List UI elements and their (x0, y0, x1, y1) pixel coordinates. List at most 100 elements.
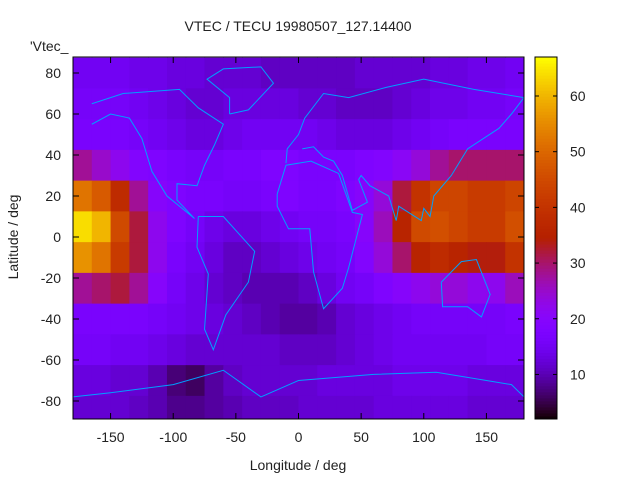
heatmap-cell (373, 149, 393, 182)
heatmap-cell (279, 180, 299, 212)
coastline (206, 66, 275, 115)
heatmap-cell (73, 149, 93, 182)
colorbar-segment (535, 376, 557, 381)
heatmap-cell (373, 88, 393, 120)
heatmap (73, 57, 524, 419)
heatmap-cell (223, 88, 243, 120)
heatmap-cell (317, 242, 337, 274)
heatmap-cell (448, 119, 469, 151)
heatmap-cell (373, 395, 393, 419)
colorbar-segment (535, 129, 557, 133)
x-tick-label: -100 (159, 429, 187, 445)
heatmap-cell (298, 365, 318, 397)
colorbar-segment (535, 331, 557, 336)
colorbar-segment (535, 265, 557, 269)
colorbar-segment (535, 385, 557, 390)
colorbar-segment (535, 84, 557, 88)
heatmap-cell (411, 395, 431, 419)
heatmap-cell (505, 119, 524, 151)
heatmap-cell (129, 180, 149, 212)
heatmap-cell (448, 211, 469, 243)
heatmap-cell (110, 211, 130, 243)
heatmap-cell (430, 149, 450, 182)
colorbar-segment (535, 165, 557, 170)
colorbar-segment (535, 352, 557, 357)
heatmap-cell (185, 119, 206, 151)
heatmap-cell (467, 365, 487, 397)
colorbar-segment (535, 244, 557, 248)
coastline (285, 78, 524, 222)
y-tick-label: -60 (41, 352, 61, 368)
heatmap-cell (73, 180, 93, 212)
heatmap-cell (298, 272, 318, 305)
coastline (196, 216, 256, 352)
heatmap-cell (298, 180, 318, 212)
colorbar-segment (535, 201, 557, 206)
heatmap-cell (336, 272, 356, 305)
heatmap-cell (298, 119, 318, 151)
colorbar-segment (535, 250, 557, 254)
heatmap-cell (467, 242, 487, 274)
chart-title: VTEC / TECU 19980507_127.14400 (184, 18, 411, 34)
colorbar-segment (535, 391, 557, 396)
colorbar-segment (535, 328, 557, 333)
colorbar (535, 57, 557, 420)
colorbar-tick-label: 40 (570, 199, 586, 215)
heatmap-cell (129, 242, 149, 274)
colorbar-segment (535, 87, 557, 91)
heatmap-cell (411, 272, 431, 305)
colorbar-tick-label: 30 (570, 255, 586, 271)
heatmap-cell (505, 242, 524, 274)
heatmap-cell (223, 149, 243, 182)
colorbar-segment (535, 189, 557, 194)
heatmap-cell (486, 149, 506, 182)
heatmap-cell (430, 395, 450, 419)
colorbar-segment (535, 298, 557, 302)
heatmap-cell (260, 57, 281, 89)
coastlines (73, 66, 524, 398)
colorbar-segment (535, 268, 557, 272)
heatmap-cell (148, 303, 168, 335)
colorbar-segment (535, 358, 557, 363)
heatmap-cell (467, 88, 487, 120)
heatmap-cell (91, 272, 112, 305)
colorbar-segment (535, 195, 557, 200)
colorbar-segment (535, 162, 557, 167)
colorbar-segment (535, 78, 557, 82)
heatmap-cell (298, 303, 318, 335)
heatmap-cell (185, 180, 206, 212)
heatmap-cell (336, 211, 356, 243)
colorbar-segment (535, 238, 557, 242)
heatmap-cell (91, 365, 112, 397)
colorbar-segment (535, 307, 557, 311)
heatmap-cell (242, 149, 262, 182)
x-tick-label: 100 (412, 429, 436, 445)
heatmap-cell (148, 211, 168, 243)
heatmap-cell (317, 365, 337, 397)
colorbar-segment (535, 117, 557, 121)
colorbar-segment (535, 111, 557, 115)
y-axis-label: Latitude / deg (5, 195, 21, 280)
heatmap-cell (411, 57, 431, 89)
heatmap-cell (298, 395, 318, 419)
y-tick-label: -20 (41, 270, 61, 286)
heatmap-cell (148, 242, 168, 274)
colorbar-segment (535, 409, 557, 414)
colorbar-segment (535, 99, 557, 103)
heatmap-cell (279, 334, 299, 366)
heatmap-cell (110, 119, 130, 151)
heatmap-cell (430, 272, 450, 305)
heatmap-cell (110, 334, 130, 366)
colorbar-segment (535, 286, 557, 290)
colorbar-segment (535, 156, 557, 161)
heatmap-cell (242, 334, 262, 366)
heatmap-cell (430, 211, 450, 243)
colorbar-segment (535, 105, 557, 109)
heatmap-cell (505, 395, 524, 419)
heatmap-cell (336, 303, 356, 335)
heatmap-cell (223, 334, 243, 366)
heatmap-cell (91, 303, 112, 335)
colorbar-segment (535, 334, 557, 339)
colorbar-segment (535, 75, 557, 79)
